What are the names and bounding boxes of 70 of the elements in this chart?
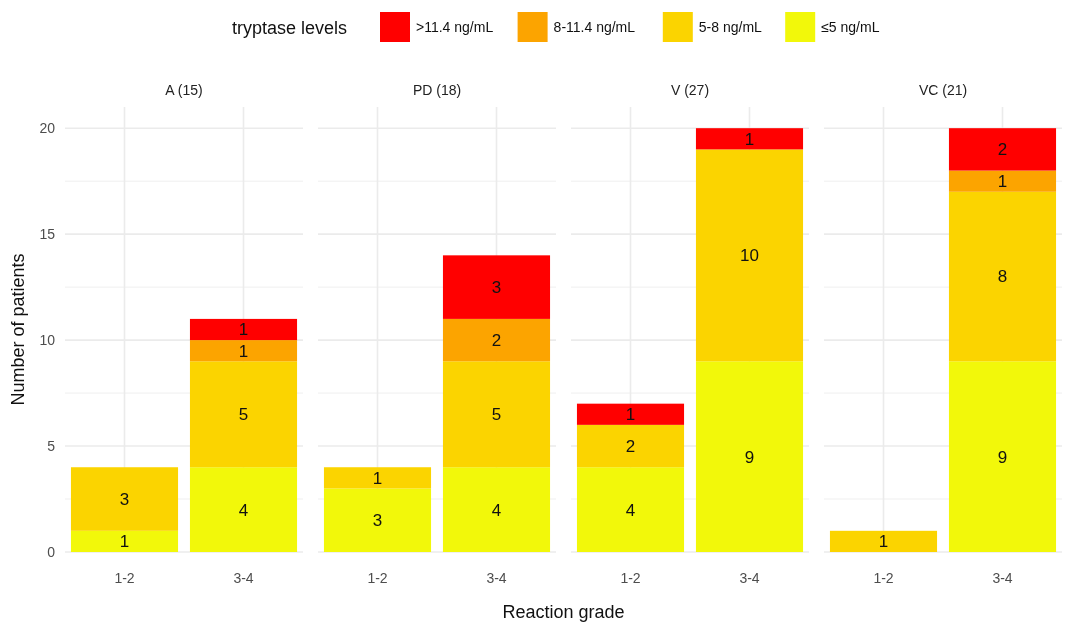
data-label: 2	[997, 140, 1008, 160]
y-axis-title: Number of patients	[8, 253, 28, 406]
chart-title: PD (18)	[412, 82, 462, 98]
legend-label: 5-8 ng/mL	[698, 19, 763, 35]
bar	[442, 255, 551, 319]
data-label: 4	[238, 500, 249, 520]
data-label: 1	[372, 468, 383, 488]
legend-label: >11.4 ng/mL	[416, 19, 494, 35]
y-tick-label: 10	[39, 332, 56, 348]
bar	[695, 361, 804, 552]
chart-title: V (27)	[670, 82, 710, 98]
bar	[948, 170, 1057, 192]
bar	[948, 361, 1057, 552]
x-tick-label: 1-2	[873, 570, 894, 586]
x-tick-label: 3-4	[486, 570, 507, 586]
x-tick-label: 1-2	[620, 570, 641, 586]
x-axis-title: Reaction grade	[502, 602, 625, 622]
y-tick-label: 20	[39, 120, 56, 137]
data-label: 9	[997, 447, 1008, 467]
y-tick-label: 0	[47, 543, 56, 560]
x-tick-label: 1-2	[367, 570, 388, 586]
data-label: 1	[238, 341, 249, 361]
chart-title: A (15)	[165, 82, 203, 98]
data-label: 3	[372, 511, 383, 531]
data-label: 1	[625, 405, 636, 425]
data-label: 2	[625, 437, 636, 456]
bar	[695, 149, 804, 362]
data-label: 5	[491, 405, 502, 425]
data-label: 1	[744, 129, 755, 149]
legend-label: ≤5 ng/mL	[821, 19, 880, 35]
bar	[189, 318, 298, 341]
bar	[442, 467, 551, 552]
data-label: 3	[491, 278, 502, 298]
data-label: 3	[119, 489, 130, 509]
bar	[829, 530, 938, 552]
data-label: 10	[740, 246, 759, 266]
bar	[70, 467, 179, 531]
chart-title: VC (21)	[918, 82, 968, 98]
x-tick-label: 3-4	[233, 570, 254, 586]
data-label: 1	[238, 320, 249, 340]
y-tick-label: 5	[47, 437, 56, 454]
legend-label: 8-11.4 ng/mL	[553, 19, 636, 35]
bar	[695, 128, 804, 150]
data-label: 5	[238, 405, 249, 425]
bar	[189, 340, 298, 362]
bar	[189, 467, 298, 552]
bar	[70, 530, 179, 552]
legend-title: tryptase levels	[232, 18, 348, 38]
bar	[189, 361, 298, 468]
bar	[948, 128, 1057, 171]
data-label: 4	[491, 500, 502, 520]
data-label: 1	[997, 172, 1008, 192]
bar	[442, 318, 551, 362]
data-label: 1	[878, 532, 889, 552]
x-tick-label: 3-4	[739, 570, 760, 586]
bar	[323, 467, 432, 489]
data-label: 9	[744, 447, 755, 467]
bar	[442, 361, 551, 468]
data-label: 1	[119, 532, 130, 552]
x-tick-label: 1-2	[114, 570, 135, 586]
bar	[948, 191, 1057, 362]
bar	[576, 424, 685, 468]
bar	[323, 488, 432, 552]
data-label: 4	[625, 500, 636, 520]
bar	[576, 403, 685, 425]
data-label: 8	[997, 267, 1008, 287]
bar	[576, 467, 685, 552]
x-tick-label: 3-4	[992, 570, 1013, 586]
data-label: 2	[491, 331, 502, 351]
y-tick-label: 15	[39, 226, 56, 243]
